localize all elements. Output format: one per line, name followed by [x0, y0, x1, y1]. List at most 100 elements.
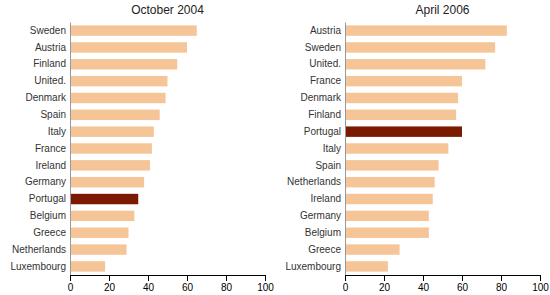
y-tick-label: Denmark — [25, 92, 67, 103]
y-tick: Ireland — [35, 160, 70, 171]
y-tick-label: Luxembourg — [10, 261, 66, 272]
x-tick-label: 80 — [496, 282, 508, 293]
y-tick: Luxembourg — [285, 261, 345, 272]
bar — [345, 25, 507, 35]
bar — [345, 244, 400, 254]
bar — [345, 211, 429, 221]
x-tick-mark — [384, 275, 385, 281]
y-tick-label: Austria — [35, 42, 67, 53]
y-tick: Spain — [40, 109, 70, 120]
y-tick-label: Sweden — [305, 42, 341, 53]
y-tick: Netherlands — [287, 176, 345, 187]
bar — [70, 211, 134, 221]
x-tick: 40 — [143, 275, 155, 293]
bar — [70, 25, 197, 35]
bar — [345, 93, 458, 103]
y-tick-label: Greece — [33, 227, 66, 238]
y-tick: Portugal — [304, 126, 345, 137]
y-tick: Italy — [48, 126, 70, 137]
bar — [345, 126, 462, 136]
x-tick-label: 40 — [418, 282, 430, 293]
bar — [70, 59, 177, 69]
x-tick: 60 — [457, 275, 469, 293]
chart-canvas: Sweden Austria Finland United. Denmark Spain I… — [0, 0, 550, 295]
x-tick-label: 100 — [532, 282, 549, 293]
panel: Sweden Austria Finland United. Denmark Spain I… — [10, 3, 274, 293]
x-tick-mark — [187, 275, 188, 281]
y-tick: Luxembourg — [10, 261, 70, 272]
x-tick-mark — [540, 275, 541, 281]
y-tick: France — [35, 143, 70, 154]
bar — [345, 160, 439, 170]
bar — [70, 110, 160, 120]
bar — [70, 42, 187, 52]
y-tick-label: Belgium — [30, 210, 66, 221]
x-tick: 20 — [104, 275, 116, 293]
x-axis: 0 20 40 60 80 100 — [68, 275, 275, 293]
x-tick-label: 80 — [221, 282, 233, 293]
bar — [70, 244, 127, 254]
x-tick: 80 — [496, 275, 508, 293]
x-tick-mark — [345, 275, 346, 281]
bars — [345, 25, 507, 271]
y-tick-label: Netherlands — [12, 244, 66, 255]
bar — [345, 42, 495, 52]
y-tick-label: Spain — [315, 160, 341, 171]
x-tick-label: 60 — [457, 282, 469, 293]
y-tick: France — [310, 75, 345, 86]
y-tick-label: Netherlands — [287, 176, 341, 187]
y-tick: Greece — [33, 227, 70, 238]
title: October 2004 — [131, 3, 204, 17]
y-tick-label: Finland — [308, 109, 341, 120]
bar — [345, 227, 429, 237]
title: April 2006 — [415, 3, 469, 17]
y-tick-label: Portugal — [29, 193, 66, 204]
panel: AustriaSwedenUnited.FranceDenmarkFinland… — [285, 3, 549, 293]
x-tick-label: 0 — [343, 282, 349, 293]
y-axis-line — [345, 23, 346, 276]
x-tick-mark — [148, 275, 149, 281]
y-tick-label: France — [35, 143, 67, 154]
x-tick: 60 — [182, 275, 194, 293]
y-tick: Sweden — [305, 42, 345, 53]
y-tick-label: Sweden — [30, 25, 66, 36]
bar — [70, 93, 166, 103]
y-tick-label: Italy — [48, 126, 66, 137]
bar — [70, 194, 138, 204]
bar — [70, 177, 144, 187]
bar — [345, 177, 435, 187]
y-tick-label: United. — [34, 75, 66, 86]
bar — [345, 261, 388, 271]
y-tick: Denmark — [25, 92, 70, 103]
bar — [70, 126, 154, 136]
y-tick-label: Ireland — [310, 193, 341, 204]
bar — [345, 76, 462, 86]
y-tick-label: Italy — [323, 143, 341, 154]
x-axis-line — [71, 275, 266, 276]
x-tick: 0 — [343, 275, 349, 293]
x-tick-label: 20 — [379, 282, 391, 293]
y-tick: Spain — [315, 160, 345, 171]
bars — [70, 25, 197, 271]
y-tick: Finland — [33, 58, 70, 69]
y-tick: Denmark — [300, 92, 345, 103]
y-tick: Austria — [35, 42, 70, 53]
y-tick: Germany — [300, 210, 345, 221]
x-tick-label: 60 — [182, 282, 194, 293]
y-tick: Belgium — [305, 227, 345, 238]
y-tick-label: Denmark — [300, 92, 342, 103]
y-tick: Germany — [25, 176, 70, 187]
bar — [70, 143, 152, 153]
x-tick: 100 — [257, 275, 274, 293]
y-tick: United. — [309, 58, 345, 69]
x-tick-label: 40 — [143, 282, 155, 293]
x-axis: 0 20 40 60 80 100 — [343, 275, 550, 293]
x-tick: 40 — [418, 275, 430, 293]
bar — [345, 194, 433, 204]
x-tick-label: 0 — [68, 282, 74, 293]
x-tick-mark — [265, 275, 266, 281]
y-tick-label: Spain — [40, 109, 66, 120]
y-tick-label: Ireland — [35, 160, 66, 171]
y-axis: AustriaSwedenUnited.FranceDenmarkFinland… — [285, 23, 345, 276]
y-axis: Sweden Austria Finland United. Denmark Spain I… — [10, 23, 70, 276]
